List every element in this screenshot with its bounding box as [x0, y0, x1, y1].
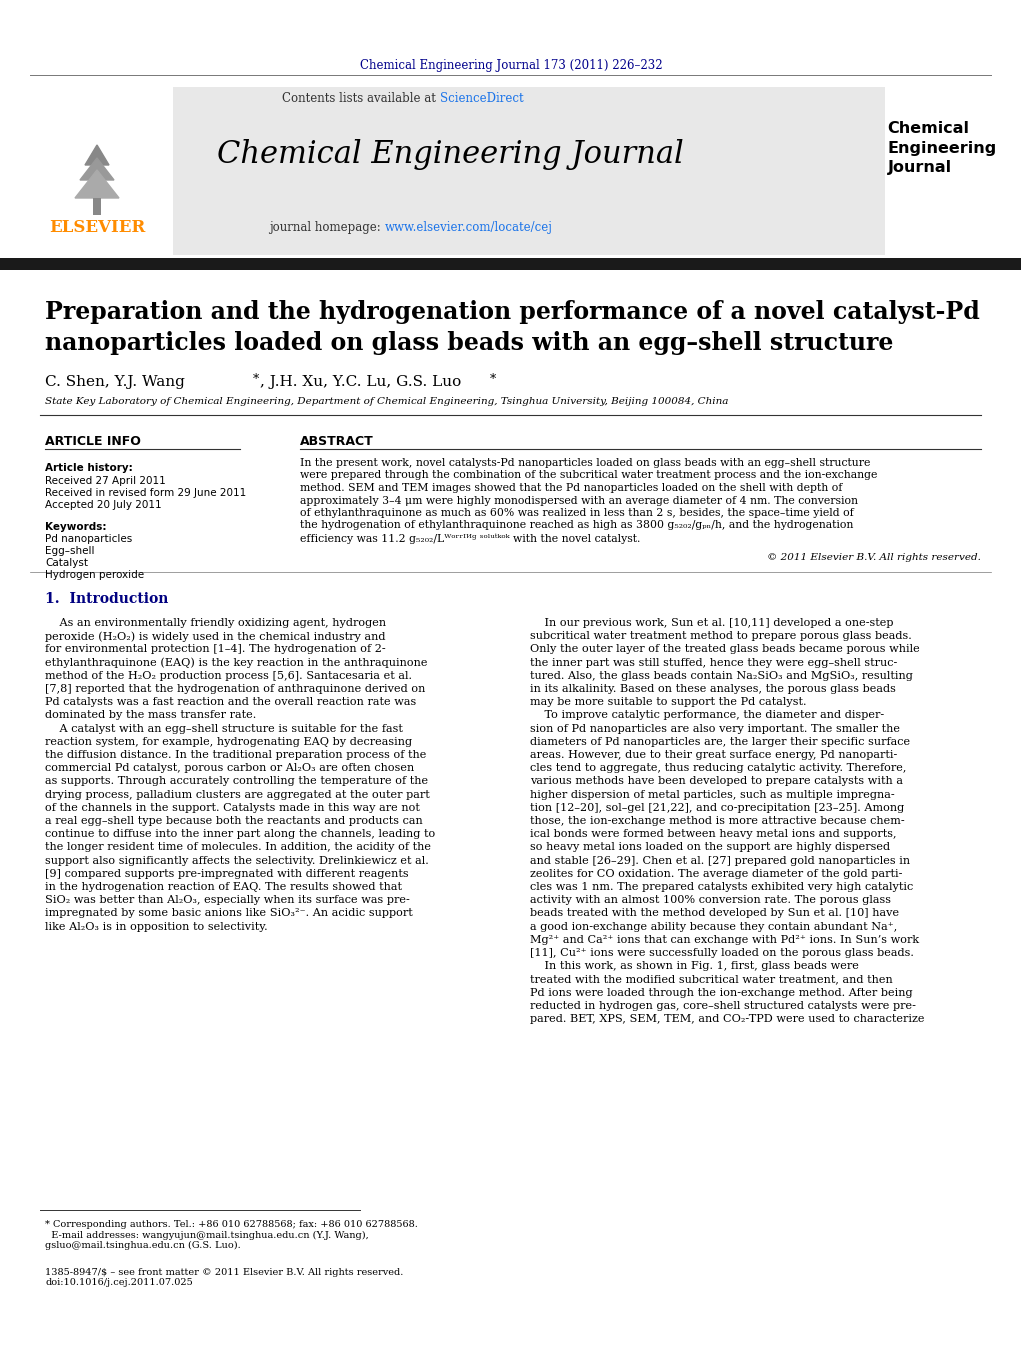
Bar	[25, 86, 173, 255]
Text: reducted in hydrogen gas, core–shell structured catalysts were pre-: reducted in hydrogen gas, core–shell str…	[530, 1001, 916, 1011]
Bar	[93, 199, 101, 215]
Text: C. Shen, Y.J. Wang: C. Shen, Y.J. Wang	[45, 376, 185, 389]
Text: reaction system, for example, hydrogenating EAQ by decreasing: reaction system, for example, hydrogenat…	[45, 736, 412, 747]
Text: [7,8] reported that the hydrogenation of anthraquinone derived on: [7,8] reported that the hydrogenation of…	[45, 684, 426, 694]
Text: Hydrogen peroxide: Hydrogen peroxide	[45, 570, 144, 580]
Text: those, the ion-exchange method is more attractive because chem-: those, the ion-exchange method is more a…	[530, 816, 905, 825]
Text: © 2011 Elsevier B.V. All rights reserved.: © 2011 Elsevier B.V. All rights reserved…	[767, 553, 981, 562]
Text: journal homepage:: journal homepage:	[270, 222, 385, 235]
Polygon shape	[80, 158, 114, 180]
Text: ABSTRACT: ABSTRACT	[300, 435, 374, 449]
Text: ELSEVIER: ELSEVIER	[49, 219, 145, 236]
Polygon shape	[85, 145, 109, 165]
Text: In this work, as shown in Fig. 1, first, glass beads were: In this work, as shown in Fig. 1, first,…	[530, 961, 859, 971]
Text: Chemical Engineering Journal: Chemical Engineering Journal	[216, 139, 683, 170]
Text: a real egg–shell type because both the reactants and products can: a real egg–shell type because both the r…	[45, 816, 423, 825]
Text: commercial Pd catalyst, porous carbon or Al₂O₃ are often chosen: commercial Pd catalyst, porous carbon or…	[45, 763, 415, 773]
Text: method of the H₂O₂ production process [5,6]. Santacesaria et al.: method of the H₂O₂ production process [5…	[45, 671, 412, 681]
Text: and stable [26–29]. Chen et al. [27] prepared gold nanoparticles in: and stable [26–29]. Chen et al. [27] pre…	[530, 855, 910, 866]
Text: dominated by the mass transfer rate.: dominated by the mass transfer rate.	[45, 711, 256, 720]
Text: *: *	[490, 373, 496, 386]
Text: for environmental protection [1–4]. The hydrogenation of 2-: for environmental protection [1–4]. The …	[45, 644, 386, 654]
Text: sion of Pd nanoparticles are also very important. The smaller the: sion of Pd nanoparticles are also very i…	[530, 724, 900, 734]
Text: Received 27 April 2011: Received 27 April 2011	[45, 476, 165, 486]
Text: www.elsevier.com/locate/cej: www.elsevier.com/locate/cej	[385, 222, 553, 235]
Text: approximately 3–4 μm were highly monodispersed with an average diameter of 4 nm.: approximately 3–4 μm were highly monodis…	[300, 496, 858, 505]
Text: of ethylanthraquinone as much as 60% was realized in less than 2 s, besides, the: of ethylanthraquinone as much as 60% was…	[300, 508, 854, 517]
Text: In the present work, novel catalysts-Pd nanoparticles loaded on glass beads with: In the present work, novel catalysts-Pd …	[300, 458, 870, 467]
Text: treated with the modified subcritical water treatment, and then: treated with the modified subcritical wa…	[530, 974, 892, 985]
Text: pared. BET, XPS, SEM, TEM, and CO₂-TPD were used to characterize: pared. BET, XPS, SEM, TEM, and CO₂-TPD w…	[530, 1015, 924, 1024]
Text: Article history:: Article history:	[45, 463, 133, 473]
Text: Egg–shell: Egg–shell	[45, 546, 95, 557]
Text: the diffusion distance. In the traditional preparation process of the: the diffusion distance. In the tradition…	[45, 750, 427, 761]
Text: cles was 1 nm. The prepared catalysts exhibited very high catalytic: cles was 1 nm. The prepared catalysts ex…	[530, 882, 913, 892]
Polygon shape	[75, 170, 119, 199]
Text: ScienceDirect: ScienceDirect	[440, 92, 524, 104]
Text: beads treated with the method developed by Sun et al. [10] have: beads treated with the method developed …	[530, 908, 900, 919]
Text: cles tend to aggregate, thus reducing catalytic activity. Therefore,: cles tend to aggregate, thus reducing ca…	[530, 763, 907, 773]
Text: efficiency was 11.2 g₅₂₀₂/Lᵂᵒʳʳᴵᴻᶢ ˢᵒˡᵘᵗᵏᵒᵏ with the novel catalyst.: efficiency was 11.2 g₅₂₀₂/Lᵂᵒʳʳᴵᴻᶢ ˢᵒˡᵘᵗ…	[300, 534, 640, 543]
Text: 1.  Introduction: 1. Introduction	[45, 592, 168, 607]
Text: areas. However, due to their great surface energy, Pd nanoparti-: areas. However, due to their great surfa…	[530, 750, 897, 761]
Text: activity with an almost 100% conversion rate. The porous glass: activity with an almost 100% conversion …	[530, 896, 891, 905]
Text: various methods have been developed to prepare catalysts with a: various methods have been developed to p…	[530, 777, 903, 786]
Text: Pd nanoparticles: Pd nanoparticles	[45, 534, 133, 544]
Text: [11], Cu²⁺ ions were successfully loaded on the porous glass beads.: [11], Cu²⁺ ions were successfully loaded…	[530, 948, 914, 958]
Text: To improve catalytic performance, the diameter and disper-: To improve catalytic performance, the di…	[530, 711, 884, 720]
Text: Chemical Engineering Journal 173 (2011) 226–232: Chemical Engineering Journal 173 (2011) …	[359, 58, 663, 72]
Text: continue to diffuse into the inner part along the channels, leading to: continue to diffuse into the inner part …	[45, 830, 435, 839]
Text: higher dispersion of metal particles, such as multiple impregna-: higher dispersion of metal particles, su…	[530, 789, 894, 800]
Text: ical bonds were formed between heavy metal ions and supports,: ical bonds were formed between heavy met…	[530, 830, 896, 839]
Text: the longer resident time of molecules. In addition, the acidity of the: the longer resident time of molecules. I…	[45, 843, 431, 852]
Text: SiO₂ was better than Al₂O₃, especially when its surface was pre-: SiO₂ was better than Al₂O₃, especially w…	[45, 896, 409, 905]
Bar	[0, 258, 1021, 270]
Text: *: *	[253, 373, 259, 386]
Text: support also significantly affects the selectivity. Drelinkiewicz et al.: support also significantly affects the s…	[45, 855, 429, 866]
Text: were prepared through the combination of the subcritical water treatment process: were prepared through the combination of…	[300, 470, 877, 481]
Text: in the hydrogenation reaction of EAQ. The results showed that: in the hydrogenation reaction of EAQ. Th…	[45, 882, 402, 892]
Text: diameters of Pd nanoparticles are, the larger their specific surface: diameters of Pd nanoparticles are, the l…	[530, 736, 910, 747]
Text: in its alkalinity. Based on these analyses, the porous glass beads: in its alkalinity. Based on these analys…	[530, 684, 895, 694]
Text: State Key Laboratory of Chemical Engineering, Department of Chemical Engineering: State Key Laboratory of Chemical Enginee…	[45, 397, 728, 407]
Text: the hydrogenation of ethylanthraquinone reached as high as 3800 g₅₂₀₂/gₚₙ/h, and: the hydrogenation of ethylanthraquinone …	[300, 520, 854, 531]
Text: of the channels in the support. Catalysts made in this way are not: of the channels in the support. Catalyst…	[45, 802, 420, 813]
Text: drying process, palladium clusters are aggregated at the outer part: drying process, palladium clusters are a…	[45, 789, 430, 800]
Text: * Corresponding authors. Tel.: +86 010 62788568; fax: +86 010 62788568.
  E-mail: * Corresponding authors. Tel.: +86 010 6…	[45, 1220, 418, 1250]
Text: Chemical
Engineering
Journal: Chemical Engineering Journal	[887, 120, 996, 176]
Text: Pd ions were loaded through the ion-exchange method. After being: Pd ions were loaded through the ion-exch…	[530, 988, 913, 997]
Text: , J.H. Xu, Y.C. Lu, G.S. Luo: , J.H. Xu, Y.C. Lu, G.S. Luo	[260, 376, 461, 389]
Text: the inner part was still stuffed, hence they were egg–shell struc-: the inner part was still stuffed, hence …	[530, 658, 897, 667]
Text: as supports. Through accurately controlling the temperature of the: as supports. Through accurately controll…	[45, 777, 428, 786]
Text: Catalyst: Catalyst	[45, 558, 88, 567]
Text: may be more suitable to support the Pd catalyst.: may be more suitable to support the Pd c…	[530, 697, 807, 707]
Text: tion [12–20], sol–gel [21,22], and co-precipitation [23–25]. Among: tion [12–20], sol–gel [21,22], and co-pr…	[530, 802, 905, 813]
Text: In our previous work, Sun et al. [10,11] developed a one-step: In our previous work, Sun et al. [10,11]…	[530, 617, 893, 628]
Text: Only the outer layer of the treated glass beads became porous while: Only the outer layer of the treated glas…	[530, 644, 920, 654]
Text: tured. Also, the glass beads contain Na₂SiO₃ and MgSiO₃, resulting: tured. Also, the glass beads contain Na₂…	[530, 671, 913, 681]
Text: 1385-8947/$ – see front matter © 2011 Elsevier B.V. All rights reserved.
doi:10.: 1385-8947/$ – see front matter © 2011 El…	[45, 1269, 403, 1288]
Text: like Al₂O₃ is in opposition to selectivity.: like Al₂O₃ is in opposition to selectivi…	[45, 921, 268, 932]
Text: subcritical water treatment method to prepare porous glass beads.: subcritical water treatment method to pr…	[530, 631, 912, 642]
Text: Contents lists available at: Contents lists available at	[283, 92, 440, 104]
Text: Received in revised form 29 June 2011: Received in revised form 29 June 2011	[45, 488, 246, 499]
Bar	[25, 86, 885, 255]
Text: Keywords:: Keywords:	[45, 521, 106, 532]
Text: a good ion-exchange ability because they contain abundant Na⁺,: a good ion-exchange ability because they…	[530, 921, 897, 932]
Text: ARTICLE INFO: ARTICLE INFO	[45, 435, 141, 449]
Text: ethylanthraquinone (EAQ) is the key reaction in the anthraquinone: ethylanthraquinone (EAQ) is the key reac…	[45, 658, 428, 669]
Text: [9] compared supports pre-impregnated with different reagents: [9] compared supports pre-impregnated wi…	[45, 869, 408, 878]
Text: method. SEM and TEM images showed that the Pd nanoparticles loaded on the shell : method. SEM and TEM images showed that t…	[300, 484, 842, 493]
Text: impregnated by some basic anions like SiO₃²⁻. An acidic support: impregnated by some basic anions like Si…	[45, 908, 412, 919]
Text: so heavy metal ions loaded on the support are highly dispersed: so heavy metal ions loaded on the suppor…	[530, 843, 890, 852]
Text: As an environmentally friendly oxidizing agent, hydrogen: As an environmentally friendly oxidizing…	[45, 617, 386, 628]
Text: Accepted 20 July 2011: Accepted 20 July 2011	[45, 500, 161, 509]
Text: zeolites for CO oxidation. The average diameter of the gold parti-: zeolites for CO oxidation. The average d…	[530, 869, 903, 878]
Text: Preparation and the hydrogenation performance of a novel catalyst-Pd
nanoparticl: Preparation and the hydrogenation perfor…	[45, 300, 980, 355]
Text: peroxide (H₂O₂) is widely used in the chemical industry and: peroxide (H₂O₂) is widely used in the ch…	[45, 631, 386, 642]
Text: Mg²⁺ and Ca²⁺ ions that can exchange with Pd²⁺ ions. In Sun’s work: Mg²⁺ and Ca²⁺ ions that can exchange wit…	[530, 935, 919, 944]
Text: Pd catalysts was a fast reaction and the overall reaction rate was: Pd catalysts was a fast reaction and the…	[45, 697, 417, 707]
Text: A catalyst with an egg–shell structure is suitable for the fast: A catalyst with an egg–shell structure i…	[45, 724, 403, 734]
